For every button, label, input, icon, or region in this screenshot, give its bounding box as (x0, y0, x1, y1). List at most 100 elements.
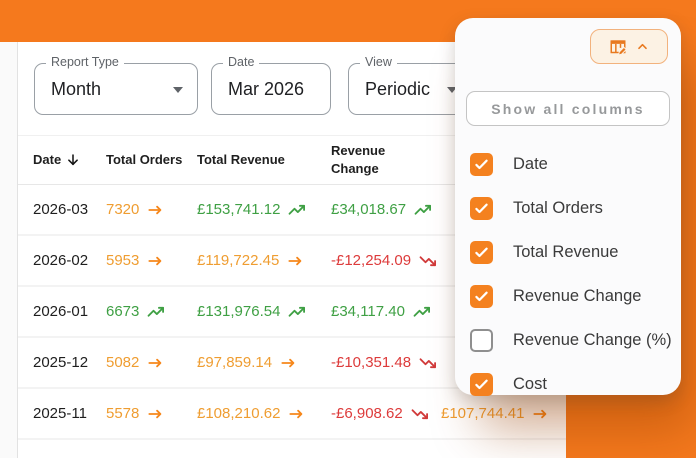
trend-flat-icon (148, 205, 162, 214)
column-header-total-revenue[interactable]: Total Revenue (197, 151, 331, 169)
revenue-cell: £115,119.24 (197, 455, 331, 458)
trend-flat-icon (533, 409, 547, 418)
orders-value: 7320 (106, 201, 140, 218)
orders-value: 4593 (106, 456, 139, 458)
change-value: £9,493.62 (331, 456, 398, 458)
sort-desc-arrow-icon (68, 154, 79, 166)
column-toggle-label: Cost (513, 374, 547, 393)
cost-value: £107,744.41 (441, 405, 525, 422)
table-row: 2025-11 5578 £108,210.62 -£6,908.62 £107,744… (18, 389, 566, 440)
change-cell: -£12,254.09 (331, 251, 441, 271)
checkbox-checked[interactable] (470, 284, 493, 308)
column-toggle-revenue-change-[interactable]: Revenue Change (%) (455, 318, 681, 362)
trend-flat-icon (281, 358, 295, 367)
orders-cell: 4593 (106, 455, 197, 458)
column-toggle-total-revenue[interactable]: Total Revenue (455, 230, 681, 274)
trend-flat-icon (289, 409, 303, 418)
column-checkbox-list: Date Total Orders Total Revenue Revenue Cha… (455, 142, 681, 406)
column-header-total-orders[interactable]: Total Orders (106, 151, 197, 169)
change-value: -£10,351.48 (331, 354, 412, 371)
revenue-value: £153,741.12 (197, 201, 281, 218)
date-field-value: Mar 2026 (228, 79, 305, 99)
orders-cell: 5578 (106, 404, 197, 424)
change-value: £34,018.67 (331, 201, 407, 218)
change-value: -£12,254.09 (331, 252, 412, 269)
view-select[interactable]: View Periodic (348, 55, 472, 115)
orders-value: 5578 (106, 405, 140, 422)
column-header-label: Total Orders (106, 152, 183, 168)
view-field-value: Periodic (365, 79, 431, 99)
column-visibility-panel: Show all columns Date Total Orders Total R… (455, 18, 681, 396)
checkmark-icon (475, 247, 488, 257)
column-header-revenue-change[interactable]: Revenue Change (331, 142, 441, 177)
chevron-up-icon (637, 43, 647, 50)
chevron-down-icon (173, 87, 183, 93)
change-cell: -£10,351.48 (331, 353, 441, 373)
trend-flat-icon (530, 455, 550, 458)
date-picker-field[interactable]: Date Mar 2026 (211, 55, 331, 115)
change-value: £34,117.40 (331, 303, 405, 320)
trend-up-icon (289, 306, 306, 317)
orders-cell: 5082 (106, 353, 197, 373)
show-all-columns-button[interactable]: Show all columns (466, 91, 670, 126)
edit-columns-icon (610, 39, 627, 56)
revenue-cell: £153,741.12 (197, 200, 331, 220)
checkmark-icon (475, 379, 488, 389)
revenue-cell: £108,210.62 (197, 404, 331, 424)
column-toggle-revenue-change[interactable]: Revenue Change (455, 274, 681, 318)
trend-up-icon (414, 204, 432, 215)
checkmark-icon (475, 159, 488, 169)
cost-cell: £107,744.41 (441, 404, 566, 424)
panel-header (455, 18, 681, 64)
date-field-label: Date (223, 55, 260, 69)
column-toggle-date[interactable]: Date (455, 142, 681, 186)
column-header-label: Date (33, 152, 62, 168)
date-cell: 2026-02 (33, 252, 89, 269)
checkbox-unchecked[interactable] (470, 328, 493, 352)
checkbox-checked[interactable] (470, 372, 493, 396)
trend-down-icon (411, 408, 428, 419)
column-toggle-total-orders[interactable]: Total Orders (455, 186, 681, 230)
orders-value: 5953 (106, 252, 140, 269)
chevron-down-icon (447, 87, 457, 93)
date-cell: 2025-10 (33, 456, 106, 458)
report-type-label: Report Type (46, 55, 124, 69)
date-cell: 2025-12 (33, 354, 89, 371)
view-field-label: View (360, 55, 397, 69)
orders-value: 5082 (106, 354, 140, 371)
trend-up-icon (413, 306, 430, 317)
revenue-value: £115,119.24 (197, 456, 278, 458)
checkbox-checked[interactable] (470, 196, 493, 220)
change-cell: £34,117.40 (331, 302, 441, 322)
table-header-row: Date Total Orders Total Revenue Revenue Cha… (18, 135, 566, 185)
column-toggle-label: Revenue Change (513, 286, 642, 305)
trend-up-icon (405, 455, 425, 458)
revenue-value: £131,976.54 (197, 303, 281, 320)
checkbox-checked[interactable] (470, 240, 493, 264)
revenue-value: £108,210.62 (197, 405, 281, 422)
column-toggle-cost[interactable]: Cost (455, 362, 681, 406)
revenue-cell: £131,976.54 (197, 302, 331, 322)
checkmark-icon (475, 291, 488, 301)
trend-flat-icon (288, 256, 302, 265)
cost-cell: £114,303.65 (441, 455, 566, 458)
orders-value: 6673 (106, 303, 140, 320)
trend-down-icon (419, 357, 437, 368)
report-type-select[interactable]: Report Type Month (34, 55, 198, 115)
revenue-value: £97,859.14 (197, 354, 273, 371)
column-toggle-label: Total Orders (513, 198, 603, 217)
change-cell: -£6,908.62 (331, 404, 441, 424)
orders-cell: 7320 (106, 200, 197, 220)
column-header-date[interactable]: Date (33, 151, 106, 169)
edit-columns-button[interactable] (590, 29, 668, 64)
revenue-cell: £119,722.45 (197, 251, 331, 271)
cost-value: £114,303.65 (441, 456, 523, 458)
date-cell: 2025-11 (33, 405, 87, 422)
checkbox-checked[interactable] (470, 152, 493, 176)
date-cell: 2026-01 (33, 303, 89, 320)
trend-flat-icon (148, 358, 162, 367)
report-type-value: Month (51, 79, 102, 99)
orders-cell: 6673 (106, 302, 197, 322)
trend-up-icon (147, 306, 165, 317)
